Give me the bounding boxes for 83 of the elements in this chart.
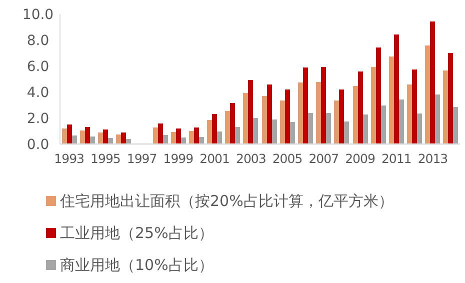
bar	[363, 114, 368, 144]
bar	[181, 138, 186, 144]
x-tick-label: 2011	[381, 151, 412, 166]
bar	[108, 138, 113, 144]
bar	[285, 89, 290, 144]
bar	[448, 53, 453, 144]
bar	[243, 93, 248, 144]
bar	[394, 34, 399, 144]
bar	[381, 105, 386, 144]
bar	[189, 131, 194, 144]
x-tick-label: 1999	[163, 151, 194, 166]
bar	[339, 89, 344, 144]
bar	[62, 128, 67, 144]
bar	[425, 46, 430, 144]
bar	[272, 120, 277, 144]
bar	[435, 94, 440, 144]
bar	[358, 72, 363, 144]
x-tick-label: 2013	[418, 151, 448, 166]
bar	[453, 106, 458, 144]
bar	[225, 110, 230, 144]
bar	[217, 132, 222, 144]
bar	[235, 126, 240, 144]
x-tick-label: 1995	[90, 151, 120, 166]
x-tick-label: 2003	[236, 151, 266, 166]
y-tick-label: 2.0	[26, 111, 50, 127]
bar	[85, 126, 90, 144]
bar	[430, 21, 435, 144]
bar	[212, 114, 217, 144]
legend-label: 工业用地（25%占比）	[60, 224, 214, 242]
bar	[290, 122, 295, 144]
bar	[176, 128, 181, 144]
bar	[267, 84, 272, 144]
x-tick-label: 1997	[126, 151, 157, 166]
legend-label: 商业用地（10%占比）	[60, 256, 214, 274]
x-tick-label: 1993	[54, 151, 84, 166]
bar	[90, 136, 95, 144]
bar	[417, 114, 422, 144]
bar	[412, 70, 417, 144]
y-tick-label: 0.0	[26, 137, 50, 153]
bar	[72, 136, 77, 144]
bar	[163, 135, 168, 144]
x-tick-label: 2005	[272, 151, 302, 166]
bar	[116, 134, 121, 144]
bar	[253, 118, 258, 144]
bar	[80, 130, 85, 144]
bar	[443, 70, 448, 144]
bar	[98, 132, 103, 144]
bar	[298, 82, 303, 144]
y-tick-label: 8.0	[26, 33, 50, 49]
bar	[389, 56, 394, 144]
bar	[353, 86, 358, 144]
bar	[308, 113, 313, 144]
bar	[103, 129, 108, 144]
x-tick-label: 2007	[308, 151, 339, 166]
bar	[121, 132, 126, 144]
bar	[199, 136, 204, 144]
bar	[230, 103, 235, 144]
bar	[153, 127, 158, 144]
y-tick-label: 10.0	[22, 7, 54, 23]
bar	[280, 100, 285, 144]
bar	[326, 113, 331, 144]
bar	[316, 82, 321, 144]
bar	[321, 67, 326, 144]
bar	[399, 100, 404, 144]
y-tick-label: 6.0	[26, 59, 50, 75]
bar	[344, 122, 349, 144]
y-tick-label: 4.0	[26, 85, 50, 101]
bar	[126, 139, 131, 144]
bar	[207, 120, 212, 144]
bar	[67, 124, 72, 144]
bar	[248, 80, 253, 144]
bar	[371, 67, 376, 144]
legend-label: 住宅用地出让面积（按20%占比计算，亿平方米）	[59, 192, 394, 210]
bar	[262, 96, 267, 144]
bar	[376, 48, 381, 144]
bar	[158, 123, 163, 144]
bar	[303, 68, 308, 144]
bar	[407, 84, 412, 144]
bar	[194, 127, 199, 144]
bar	[334, 100, 339, 144]
x-tick-label: 2001	[200, 151, 230, 166]
x-tick-label: 2009	[345, 151, 376, 166]
bar	[171, 132, 176, 144]
